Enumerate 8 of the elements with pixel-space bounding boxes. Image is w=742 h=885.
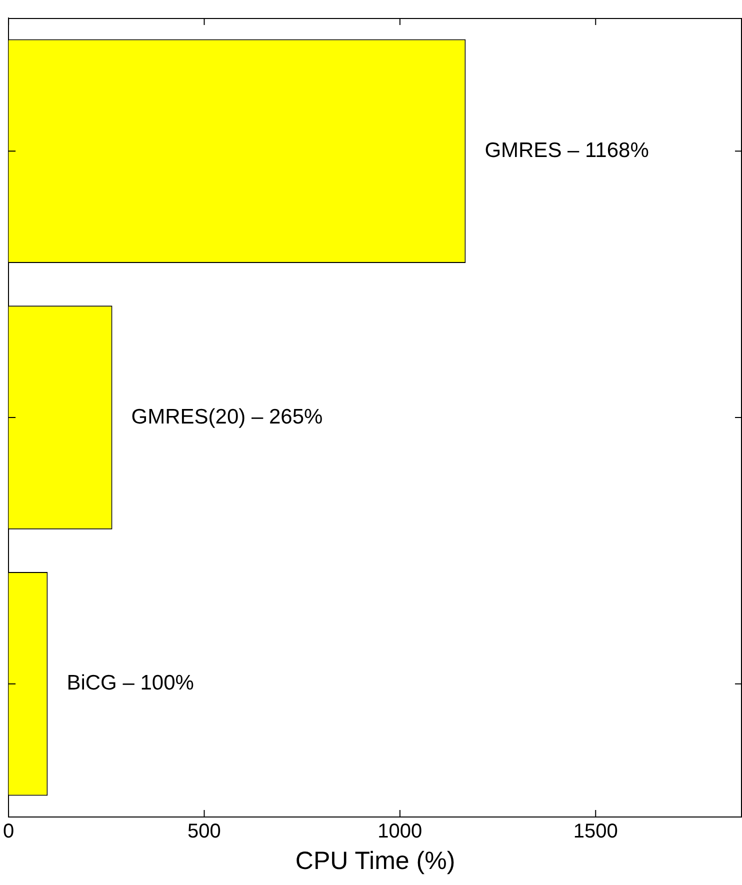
x-tick-label: 1500 [573, 820, 618, 843]
annotation: GMRES(20) – 265% [131, 405, 323, 428]
annotation: BiCG – 100% [66, 672, 194, 695]
x-axis-title: CPU Time (%) [295, 846, 456, 875]
x-tick-label: 1000 [378, 820, 422, 843]
x-tick-label: 500 [188, 820, 221, 843]
annotation: GMRES – 1168% [484, 138, 649, 162]
x-tick-label: 0 [3, 820, 14, 843]
